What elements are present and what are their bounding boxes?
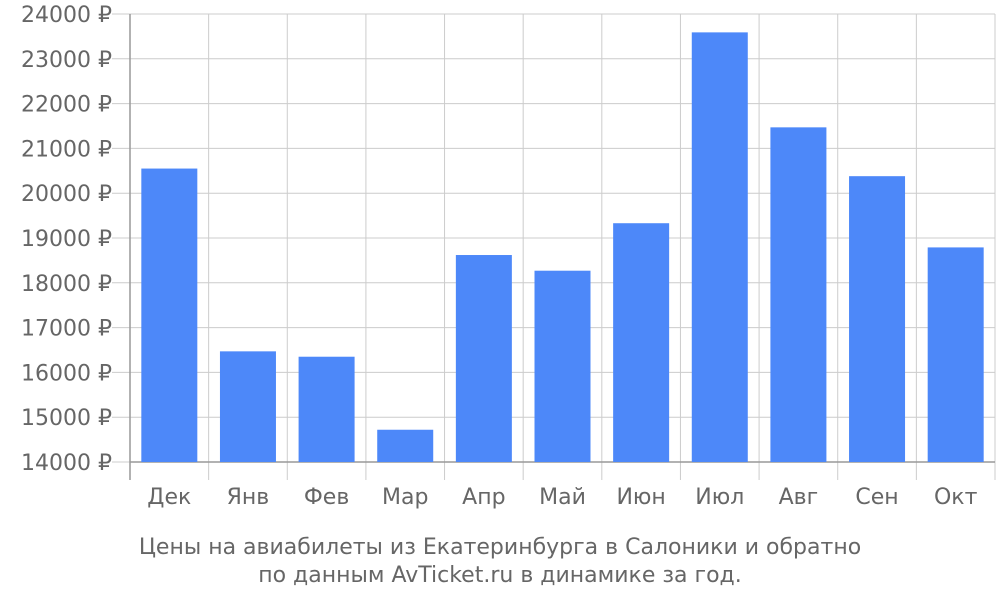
y-tick-label: 22000 ₽	[21, 93, 112, 118]
bar-chart: 14000 ₽ 15000 ₽ 16000 ₽ 17000 ₽ 18000 ₽ 19000…	[21, 3, 996, 510]
x-tick-label: Янв	[227, 485, 270, 510]
chart-title: Цены на авиабилеты из Екатеринбурга в Са…	[138, 535, 862, 560]
y-tick-label: 20000 ₽	[21, 182, 112, 207]
x-tick-label: Окт	[934, 485, 978, 510]
y-tick-label: 15000 ₽	[21, 406, 112, 431]
y-tick-label: 24000 ₽	[21, 3, 112, 28]
x-tick-label: Апр	[462, 485, 505, 510]
y-tick-label: 17000 ₽	[21, 317, 112, 342]
bar	[219, 351, 276, 462]
y-tick-label: 16000 ₽	[21, 361, 112, 386]
bar	[927, 247, 984, 462]
bar	[691, 32, 748, 462]
y-tick-label: 19000 ₽	[21, 227, 112, 252]
bar	[141, 168, 198, 462]
x-tick-label: Дек	[147, 485, 191, 510]
bar	[298, 356, 355, 462]
bar	[377, 429, 434, 462]
bar	[534, 270, 591, 462]
x-tick-label: Сен	[855, 485, 898, 510]
x-tick-label: Фев	[304, 485, 349, 510]
bar	[613, 223, 670, 462]
bar	[770, 127, 827, 463]
y-tick-label: 21000 ₽	[21, 137, 112, 162]
chart-subtitle: по данным AvTicket.ru в динамике за год.	[258, 563, 742, 588]
x-tick-label: Мар	[382, 485, 428, 510]
y-tick-label: 18000 ₽	[21, 272, 112, 297]
bar	[455, 255, 512, 462]
bar	[849, 176, 906, 462]
x-tick-label: Авг	[779, 485, 819, 510]
x-tick-label: Июл	[695, 485, 744, 510]
x-tick-label: Июн	[616, 485, 665, 510]
y-tick-label: 23000 ₽	[21, 48, 112, 73]
x-tick-label: Май	[539, 485, 586, 510]
y-tick-label: 14000 ₽	[21, 451, 112, 476]
